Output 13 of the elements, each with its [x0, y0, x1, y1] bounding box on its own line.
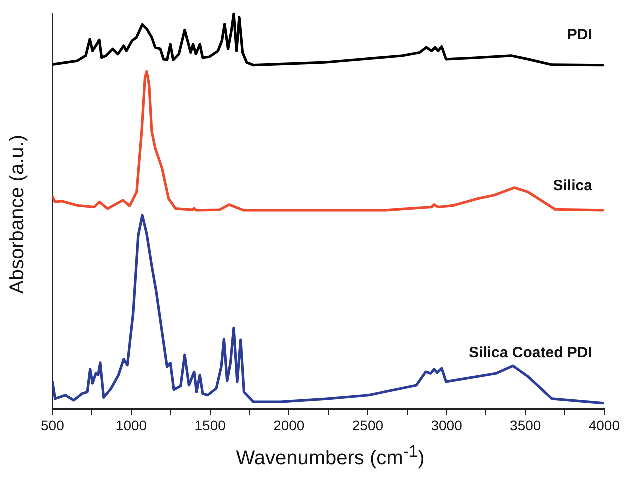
- x-axis-title: Wavenumbers (cm$^{-1}$): [235, 442, 426, 471]
- series-label: Silica: [553, 178, 594, 195]
- x-tick-label: 500: [41, 417, 65, 434]
- series-label: PDI: [567, 26, 592, 44]
- x-tick-label: 4000: [588, 417, 620, 434]
- x-tick-label: 1500: [194, 417, 226, 434]
- x-tick-label: 3500: [510, 417, 542, 434]
- x-tick-label: 1000: [116, 417, 148, 434]
- y-axis-title: Absorbance (a.u.): [6, 134, 30, 296]
- series-label: Silica Coated PDI: [469, 344, 592, 362]
- x-tick-label: 2500: [352, 417, 384, 434]
- x-tick-label: 2000: [274, 417, 305, 434]
- x-tick-label: 3000: [431, 417, 463, 434]
